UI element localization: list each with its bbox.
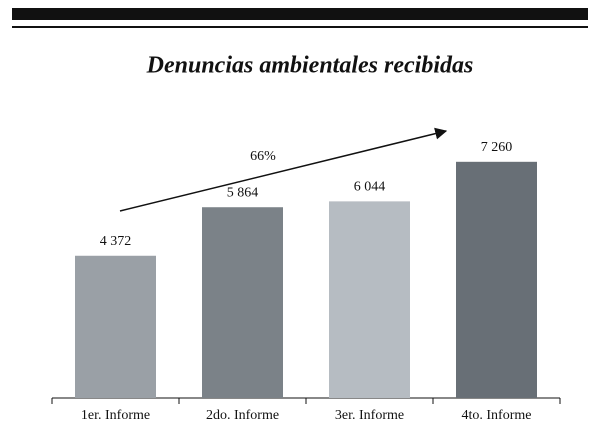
x-tick-label: 1er. Informe (81, 408, 150, 423)
bar (75, 255, 156, 398)
header-bar (12, 8, 588, 20)
value-label: 4 372 (100, 234, 132, 249)
x-tick-label: 3er. Informe (335, 408, 404, 423)
bar (329, 201, 410, 398)
x-tick-label: 4to. Informe (462, 408, 532, 423)
value-label: 5 864 (227, 185, 259, 200)
value-label: 6 044 (354, 180, 386, 195)
annotation: 66% (250, 149, 276, 164)
x-tick-label: 2do. Informe (206, 408, 279, 423)
bar (456, 161, 537, 398)
header-rule (12, 26, 588, 28)
trend-arrow (119, 127, 448, 212)
bar (202, 207, 283, 398)
chart-title: Denuncias ambientales recibidas (146, 53, 474, 79)
value-label: 7 260 (481, 140, 513, 155)
